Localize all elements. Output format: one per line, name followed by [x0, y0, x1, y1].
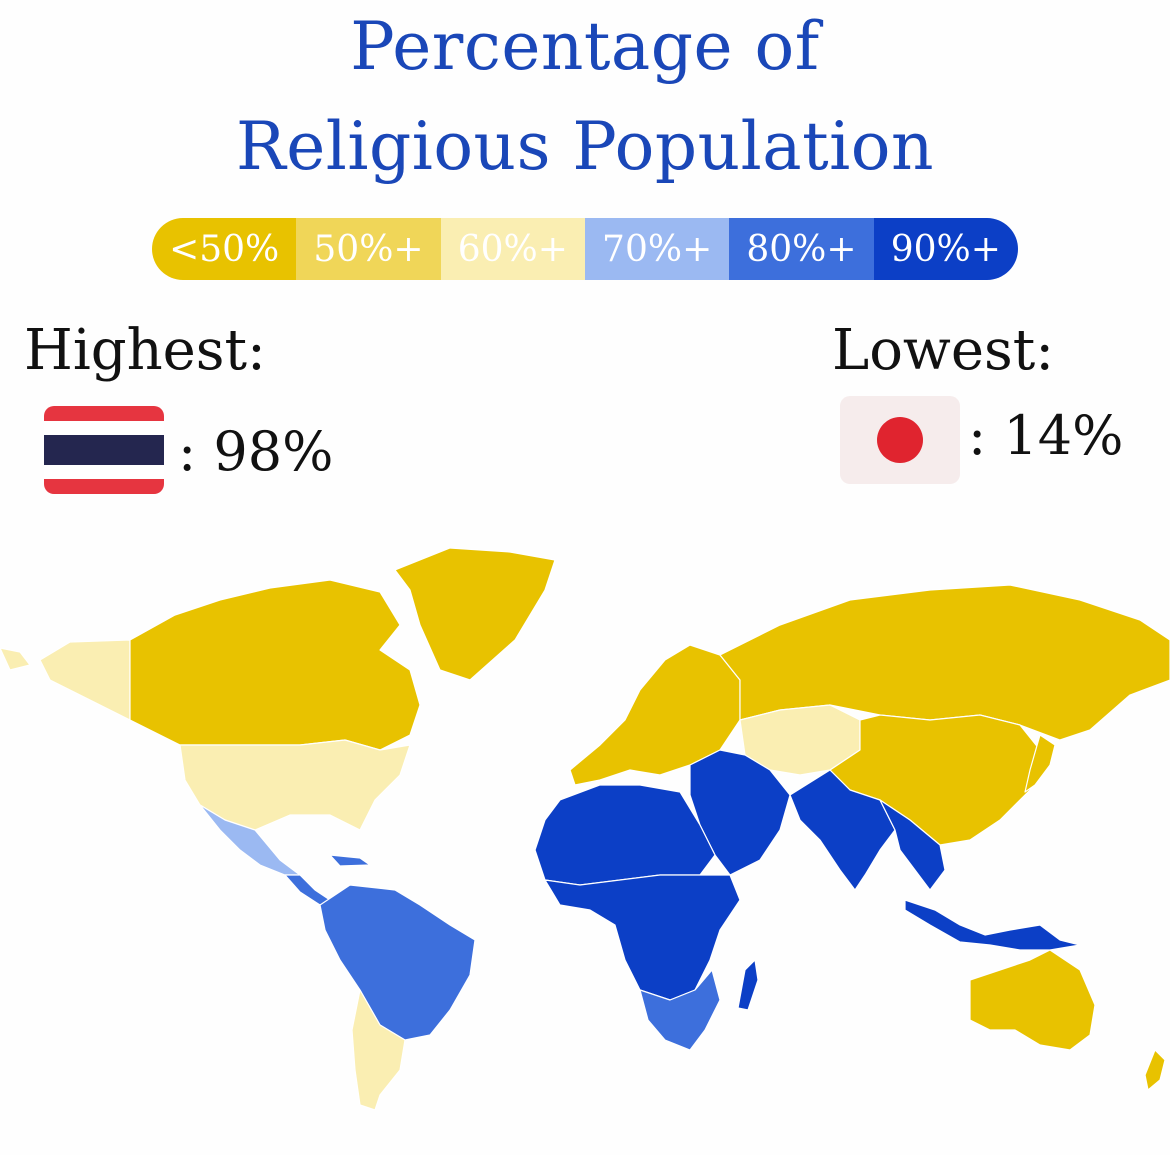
legend-item-60-plus: 60%+	[440, 218, 585, 280]
region-greenland	[394, 547, 556, 681]
legend-item-70-plus: 70%+	[584, 218, 730, 280]
region-south-america	[319, 884, 476, 1041]
legend-item-50-plus: 50%+	[296, 218, 441, 280]
region-middle-east	[689, 749, 791, 876]
region-canada	[129, 579, 421, 751]
region-japan	[1024, 734, 1056, 793]
region-central-africa	[544, 874, 741, 1001]
thailand-flag-icon	[44, 406, 164, 494]
highest-label: Highest:	[24, 318, 266, 383]
highest-value: : 98%	[178, 420, 334, 483]
region-alaska	[0, 639, 131, 721]
region-southern-cone	[351, 989, 406, 1111]
legend-item-80-plus: 80%+	[729, 218, 874, 280]
lowest-value: : 14%	[968, 404, 1124, 467]
title-line-1: Percentage of	[350, 8, 820, 85]
region-north-africa	[534, 784, 716, 886]
title-line-2: Religious Population	[236, 108, 934, 185]
region-southern-africa	[639, 969, 721, 1051]
region-australia	[969, 949, 1096, 1051]
color-legend: <50% 50%+ 60%+ 70%+ 80%+ 90%+	[152, 218, 1018, 280]
world-map	[0, 547, 1170, 1111]
japan-flag-icon	[840, 396, 960, 484]
legend-item-under-50: <50%	[152, 218, 297, 280]
region-southeast-asia	[879, 799, 946, 891]
region-madagascar	[737, 959, 759, 1011]
region-indonesia	[904, 899, 1081, 951]
region-new-zealand	[1144, 1049, 1166, 1091]
legend-item-90-plus: 90%+	[873, 218, 1018, 280]
lowest-label: Lowest:	[832, 318, 1055, 383]
region-south-asia	[789, 769, 896, 891]
